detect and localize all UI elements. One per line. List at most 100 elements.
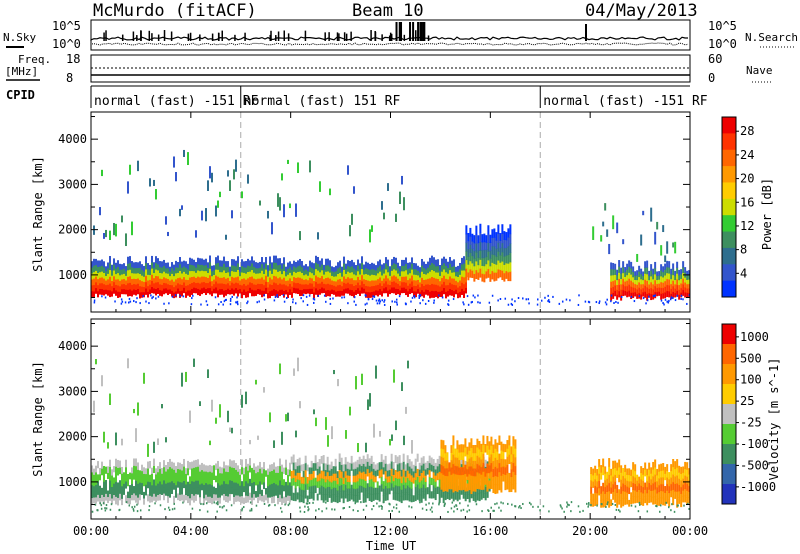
data-cell bbox=[398, 493, 401, 502]
data-cell bbox=[227, 483, 229, 491]
ground-scatter bbox=[673, 510, 676, 513]
data-cell bbox=[205, 282, 207, 290]
data-cell bbox=[443, 262, 445, 270]
data-cell bbox=[247, 470, 249, 478]
data-cell bbox=[495, 248, 498, 257]
data-cell bbox=[424, 493, 427, 501]
data-cell bbox=[335, 270, 337, 277]
data-cell bbox=[347, 287, 349, 294]
data-cell bbox=[267, 474, 269, 481]
data-cell bbox=[209, 268, 211, 276]
data-cell bbox=[185, 273, 187, 280]
data-cell bbox=[369, 263, 371, 271]
data-cell bbox=[303, 270, 305, 276]
scatter-cell bbox=[612, 215, 615, 230]
scatter-cell bbox=[229, 427, 231, 432]
data-cell bbox=[486, 490, 489, 498]
data-cell bbox=[442, 474, 445, 484]
data-cell bbox=[652, 468, 655, 477]
data-cell bbox=[225, 495, 227, 503]
data-cell bbox=[119, 460, 121, 468]
data-cell bbox=[253, 475, 255, 483]
data-cell bbox=[97, 494, 99, 502]
data-cell bbox=[478, 448, 481, 458]
data-cell bbox=[510, 468, 513, 478]
data-cell bbox=[460, 474, 463, 483]
data-cell bbox=[460, 486, 463, 495]
x-tick-label: 12:00 bbox=[372, 524, 408, 538]
data-cell bbox=[243, 289, 245, 296]
data-cell bbox=[506, 456, 509, 466]
data-cell bbox=[397, 267, 399, 274]
data-cell bbox=[512, 480, 515, 490]
data-cell bbox=[624, 281, 627, 287]
data-cell bbox=[173, 292, 175, 299]
data-cell bbox=[487, 233, 490, 244]
data-cell bbox=[592, 499, 595, 507]
data-cell bbox=[117, 260, 119, 267]
ground-scatter bbox=[577, 303, 580, 306]
data-cell bbox=[472, 452, 475, 461]
data-cell bbox=[495, 232, 498, 241]
ground-scatter bbox=[514, 300, 516, 303]
data-cell bbox=[507, 271, 510, 282]
data-cell bbox=[231, 259, 233, 266]
data-cell bbox=[468, 494, 471, 503]
data-cell bbox=[281, 273, 283, 280]
scatter-cell bbox=[257, 435, 259, 440]
data-cell bbox=[117, 285, 119, 292]
data-cell bbox=[332, 487, 335, 495]
data-cell bbox=[471, 270, 474, 279]
ground-scatter bbox=[613, 301, 615, 304]
data-cell bbox=[346, 461, 349, 469]
data-cell bbox=[606, 471, 609, 479]
data-cell bbox=[650, 264, 653, 271]
scatter-cell bbox=[125, 233, 127, 247]
data-cell bbox=[247, 271, 249, 279]
data-cell bbox=[197, 473, 199, 481]
data-cell bbox=[281, 268, 283, 275]
data-cell bbox=[438, 455, 441, 465]
data-cell bbox=[476, 480, 479, 490]
data-cell bbox=[113, 275, 115, 283]
ground-scatter bbox=[230, 504, 233, 507]
data-cell bbox=[241, 259, 243, 267]
data-cell bbox=[159, 462, 161, 469]
data-cell bbox=[151, 286, 153, 294]
data-cell bbox=[484, 444, 487, 453]
data-cell bbox=[608, 474, 611, 484]
data-cell bbox=[143, 291, 145, 298]
data-cell bbox=[179, 290, 181, 298]
scatter-cell bbox=[195, 230, 197, 238]
data-cell bbox=[223, 256, 225, 264]
data-cell bbox=[147, 481, 149, 489]
scatter-cell bbox=[245, 391, 247, 405]
data-cell bbox=[123, 483, 125, 490]
data-cell bbox=[509, 243, 512, 253]
data-cell bbox=[454, 492, 457, 500]
data-cell bbox=[153, 272, 155, 279]
ground-scatter bbox=[662, 302, 664, 305]
ground-scatter bbox=[638, 503, 641, 506]
data-cell bbox=[403, 276, 405, 283]
data-cell bbox=[452, 463, 455, 474]
data-cell bbox=[624, 491, 627, 499]
data-cell bbox=[664, 473, 667, 481]
data-cell bbox=[293, 271, 295, 278]
data-cell bbox=[145, 478, 147, 485]
data-cell bbox=[386, 464, 389, 471]
scatter-cell bbox=[105, 229, 107, 238]
data-cell bbox=[179, 481, 181, 489]
data-cell bbox=[510, 446, 513, 455]
data-cell bbox=[618, 278, 621, 286]
data-cell bbox=[263, 468, 265, 476]
data-cell bbox=[448, 493, 451, 501]
data-cell bbox=[628, 499, 631, 507]
ground-scatter bbox=[229, 297, 232, 300]
data-cell bbox=[656, 474, 659, 482]
data-cell bbox=[163, 486, 165, 494]
data-cell bbox=[662, 463, 665, 471]
data-cell bbox=[458, 452, 461, 461]
data-cell bbox=[259, 272, 261, 279]
data-cell bbox=[457, 271, 459, 277]
